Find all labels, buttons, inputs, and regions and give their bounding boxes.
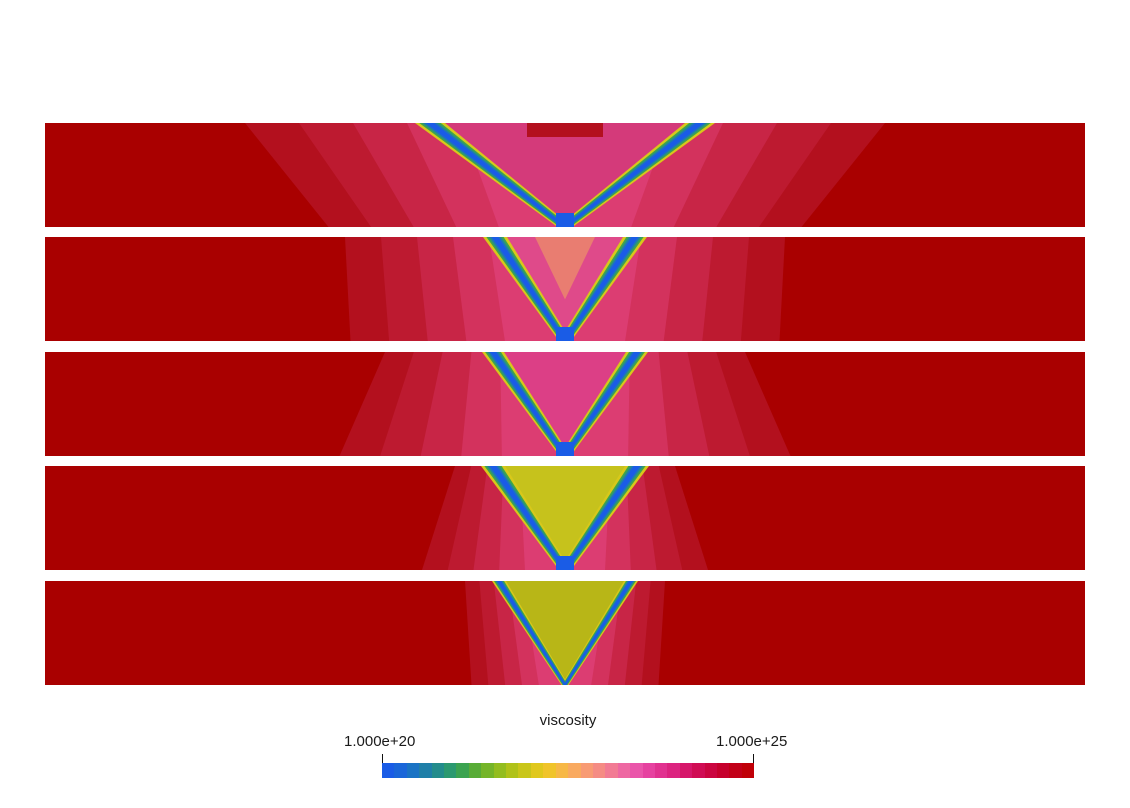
colorbar-swatch [431, 763, 445, 778]
colorbar-swatch [530, 763, 544, 778]
colorbar-swatch [555, 763, 569, 778]
colorbar-swatch [642, 763, 655, 778]
shear-band [563, 237, 639, 341]
shear-band [562, 123, 705, 227]
viscosity-panel-2 [45, 237, 1085, 341]
legend-title: viscosity [539, 712, 597, 729]
viscosity-panel-5 [45, 581, 1085, 685]
viscosity-panel-1 [45, 123, 1085, 227]
inner-wedge [493, 466, 637, 570]
colorbar-swatch [518, 763, 531, 778]
shear-band [563, 466, 641, 570]
shear-band [425, 123, 568, 227]
shear-band [489, 466, 567, 570]
colorbar-swatch [543, 763, 556, 778]
core-wedge [535, 237, 595, 300]
shear-band [563, 581, 634, 685]
colorbar-swatch [568, 763, 581, 778]
legend-min-tick [382, 754, 383, 763]
colorbar-swatch [394, 763, 407, 778]
colorbar-swatch [506, 763, 519, 778]
colorbar-swatch [444, 763, 457, 778]
shear-band [489, 352, 567, 456]
inner-wedge [493, 352, 637, 456]
colorbar-swatch [630, 763, 643, 778]
legend-max-label: 1.000e+25 [716, 733, 788, 750]
apex-block [556, 327, 574, 341]
apex-block [556, 213, 574, 227]
colorbar-swatch [729, 763, 742, 778]
colorbar-swatch [716, 763, 730, 778]
colorbar-swatch [468, 763, 482, 778]
inner-wedge [499, 581, 631, 685]
colorbar-swatch [592, 763, 606, 778]
colorbar [382, 763, 755, 778]
colorbar-swatch [419, 763, 432, 778]
colorbar-swatch [580, 763, 593, 778]
colorbar-swatch [406, 763, 420, 778]
viscosity-panel-3 [45, 352, 1085, 456]
colorbar-swatch [679, 763, 693, 778]
colorbar-swatch [382, 763, 395, 778]
viscosity-panel-4 [45, 466, 1085, 570]
colorbar-swatch [493, 763, 507, 778]
colorbar-swatch [654, 763, 668, 778]
inner-wedge [430, 123, 700, 227]
apex-block [556, 556, 574, 570]
top-cap [527, 123, 603, 137]
shear-band [496, 581, 567, 685]
legend-max-tick [753, 754, 754, 763]
colorbar-swatch [456, 763, 469, 778]
shear-band [563, 352, 641, 456]
colorbar-swatch [617, 763, 631, 778]
colorbar-swatch [667, 763, 680, 778]
colorbar-swatch [741, 763, 755, 778]
colorbar-swatch [704, 763, 717, 778]
shear-band [491, 237, 567, 341]
colorbar-swatch [692, 763, 705, 778]
apex-block [556, 442, 574, 456]
colorbar-swatch [481, 763, 494, 778]
colorbar-swatch [605, 763, 618, 778]
legend-min-label: 1.000e+20 [344, 733, 416, 750]
